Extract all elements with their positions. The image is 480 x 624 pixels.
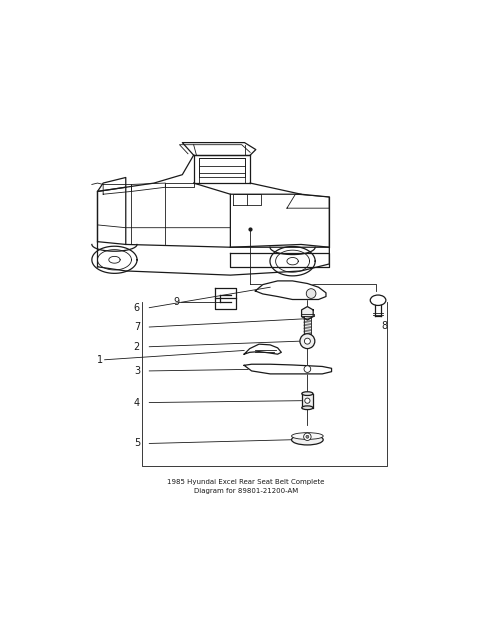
Ellipse shape	[302, 406, 313, 409]
Polygon shape	[304, 316, 311, 341]
Polygon shape	[302, 394, 313, 407]
Ellipse shape	[370, 295, 386, 306]
Ellipse shape	[291, 432, 323, 439]
Text: 2: 2	[134, 342, 140, 352]
Circle shape	[304, 366, 311, 373]
Circle shape	[305, 398, 310, 403]
Circle shape	[306, 289, 316, 298]
Text: 3: 3	[134, 366, 140, 376]
Circle shape	[304, 338, 311, 344]
Circle shape	[304, 433, 311, 441]
Polygon shape	[244, 364, 332, 374]
Ellipse shape	[291, 434, 323, 445]
Circle shape	[300, 334, 315, 349]
Text: 6: 6	[134, 303, 140, 313]
Text: 7: 7	[134, 322, 140, 332]
Polygon shape	[300, 314, 314, 316]
Text: 5: 5	[134, 439, 140, 449]
Text: 9: 9	[173, 297, 179, 307]
Ellipse shape	[302, 392, 313, 396]
Text: 8: 8	[382, 321, 388, 331]
Text: 1985 Hyundai Excel Rear Seat Belt Complete
Diagram for 89801-21200-AM: 1985 Hyundai Excel Rear Seat Belt Comple…	[168, 479, 324, 494]
Text: 1: 1	[96, 355, 103, 365]
Polygon shape	[301, 306, 313, 320]
Polygon shape	[244, 344, 281, 354]
Polygon shape	[255, 281, 326, 300]
Text: 4: 4	[134, 397, 140, 407]
Circle shape	[306, 436, 309, 438]
